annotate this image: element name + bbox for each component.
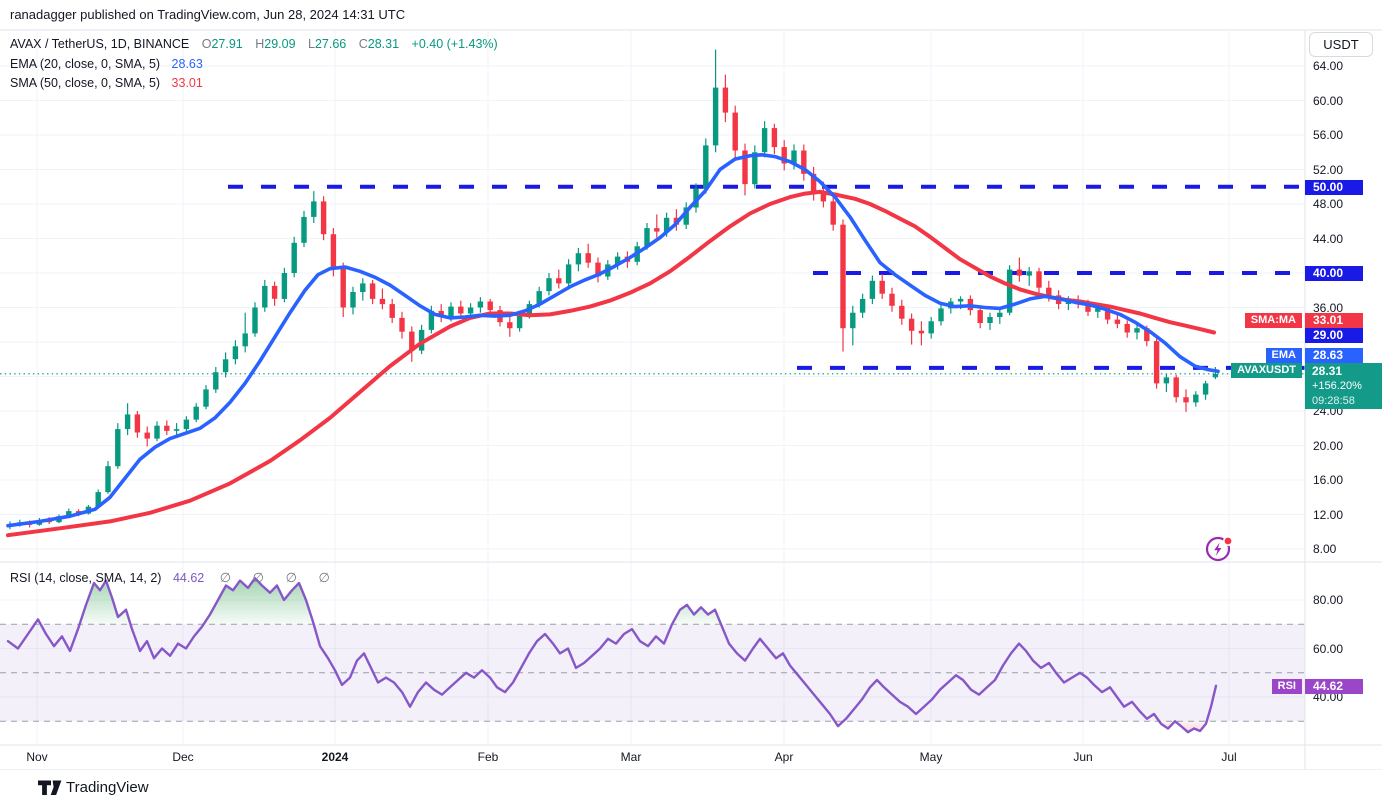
last-price-value: 28.31	[1312, 364, 1343, 378]
price-tick-label: 20.00	[1313, 438, 1344, 453]
level-50-price-label: 50.00	[1305, 180, 1363, 195]
rsi-value-label: 44.62	[1305, 679, 1363, 694]
ema-tag: EMA	[1265, 348, 1302, 363]
symbol-legend-row: AVAX / TetherUS, 1D, BINANCE O27.91 H29.…	[10, 35, 498, 55]
tradingview-logo-icon[interactable]	[38, 780, 62, 796]
price-tick-label: 12.00	[1313, 507, 1344, 522]
level-29-price-label: 29.00	[1305, 328, 1363, 343]
ema-price-label: 28.63	[1305, 348, 1363, 363]
sma-price-label: 33.01	[1305, 313, 1363, 328]
sma-legend-row: SMA (50, close, 0, SMA, 5) 33.01	[10, 74, 498, 94]
low-value: 27.66	[314, 37, 347, 51]
ema-legend-label[interactable]: EMA (20, close, 0, SMA, 5)	[10, 56, 161, 71]
price-tick-label: 16.00	[1313, 473, 1344, 487]
footer-bar: TradingView	[0, 770, 1382, 805]
sma-legend-value: 33.01	[171, 76, 203, 90]
main-legend: AVAX / TetherUS, 1D, BINANCE O27.91 H29.…	[10, 35, 498, 94]
price-tick-label: 52.00	[1313, 162, 1344, 177]
rsi-legend-value: 44.62	[172, 571, 205, 585]
time-axis-label: Jul	[1221, 750, 1237, 764]
rsi-legend: RSI (14, close, SMA, 14, 2) 44.62 ∅ ∅ ∅ …	[10, 570, 339, 586]
rsi-hidden-plots: ∅ ∅ ∅ ∅	[219, 570, 339, 585]
time-axis-label: May	[919, 750, 943, 764]
rsi-tick-label: 60.00	[1313, 641, 1344, 656]
time-axis-label: Jun	[1073, 750, 1093, 764]
ema-legend-row: EMA (20, close, 0, SMA, 5) 28.63	[10, 55, 498, 75]
price-tick-label: 60.00	[1313, 93, 1344, 108]
currency-toggle-button[interactable]: USDT	[1309, 32, 1373, 57]
high-value: 29.09	[264, 37, 296, 51]
price-tick-label: 44.00	[1313, 231, 1344, 246]
high-label: H	[255, 37, 265, 51]
bar-countdown: 09:28:58	[1312, 395, 1355, 407]
rsi-tick-label: 80.00	[1313, 593, 1344, 607]
time-axis-label: 2024	[321, 750, 349, 764]
sma-tag: SMA:MA	[1244, 313, 1302, 328]
change-value: +0.40 (+1.43%)	[411, 37, 498, 51]
ema-legend-value: 28.63	[171, 56, 203, 71]
lightning-badge-icon[interactable]	[1203, 532, 1237, 566]
rsi-tag: RSI	[1271, 679, 1302, 694]
open-value: 27.91	[211, 37, 243, 51]
price-tick-label: 64.00	[1313, 59, 1344, 73]
price-tick-label: 36.00	[1313, 300, 1344, 315]
attribution: ranadagger published on TradingView.com,…	[10, 7, 406, 22]
level-40-price-label: 40.00	[1305, 266, 1363, 281]
time-axis-label: Apr	[774, 750, 794, 764]
symbol-title[interactable]: AVAX / TetherUS, 1D, BINANCE	[10, 37, 190, 51]
price-tick-label: 8.00	[1313, 542, 1337, 556]
low-label: L	[308, 37, 315, 51]
tradingview-brand-text[interactable]: TradingView	[66, 779, 149, 796]
time-axis-label: Nov	[26, 750, 48, 764]
close-value: 28.31	[367, 37, 400, 51]
price-tick-label: 56.00	[1313, 128, 1344, 142]
price-tick-label: 48.00	[1313, 197, 1344, 211]
rsi-legend-label[interactable]: RSI (14, close, SMA, 14, 2)	[10, 571, 162, 585]
time-axis-label: Mar	[620, 750, 642, 764]
close-label: C	[358, 37, 368, 51]
time-axis-label: Dec	[172, 750, 194, 764]
sma-legend-label[interactable]: SMA (50, close, 0, SMA, 5)	[10, 76, 161, 90]
last-price-label-group: 28.31 +156.20% 09:28:58	[1305, 363, 1382, 409]
open-label: O	[201, 37, 212, 51]
symbol-tag: AVAXUSDT	[1231, 363, 1302, 378]
change-percent-value: +156.20%	[1312, 380, 1362, 392]
time-axis-label: Feb	[477, 750, 499, 764]
